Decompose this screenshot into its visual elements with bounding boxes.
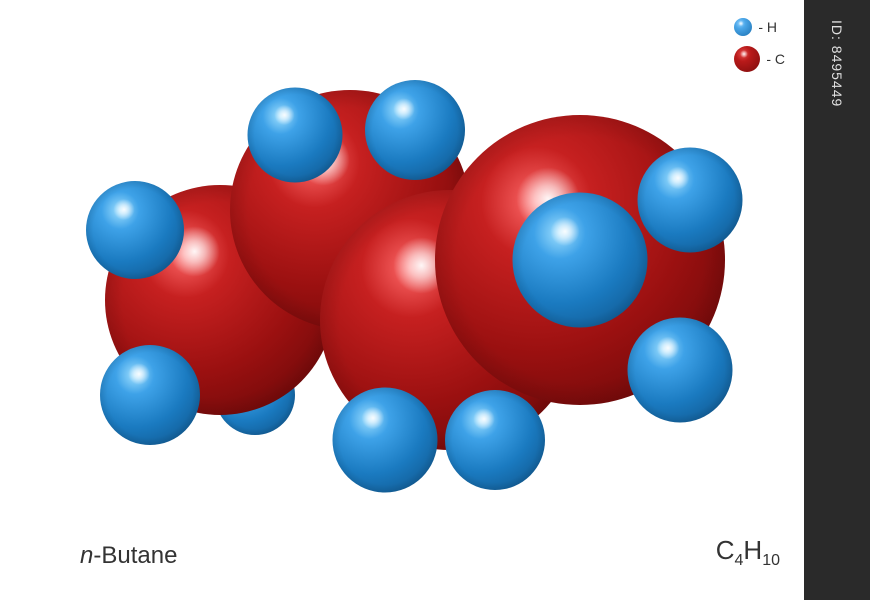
legend-sphere-icon bbox=[734, 46, 760, 72]
legend-label: - C bbox=[766, 51, 785, 67]
name-rest: -Butane bbox=[93, 542, 177, 569]
formula-h-sub: 10 bbox=[762, 552, 780, 569]
hydrogen-atom bbox=[445, 390, 545, 490]
molecular-formula: C4H10 bbox=[716, 535, 780, 570]
legend-label: - H bbox=[758, 19, 777, 35]
hydrogen-atom bbox=[628, 318, 733, 423]
hydrogen-atom bbox=[86, 181, 184, 279]
hydrogen-atom bbox=[333, 388, 438, 493]
hydrogen-atom bbox=[365, 80, 465, 180]
molecule-canvas bbox=[0, 0, 804, 600]
molecule-name: n-Butane bbox=[80, 542, 177, 570]
legend-row: - C bbox=[734, 46, 785, 72]
legend: - H - C bbox=[734, 18, 785, 82]
name-prefix: n bbox=[80, 542, 93, 569]
image-id: ID: 8495449 bbox=[829, 20, 845, 107]
watermark-sidebar: ID: 8495449 bbox=[804, 0, 870, 600]
formula-h: H bbox=[743, 535, 762, 565]
hydrogen-atom bbox=[248, 88, 343, 183]
hydrogen-atom bbox=[638, 148, 743, 253]
legend-sphere-icon bbox=[734, 18, 752, 36]
hydrogen-atom bbox=[513, 193, 648, 328]
legend-row: - H bbox=[734, 18, 785, 36]
formula-c: C bbox=[716, 535, 735, 565]
hydrogen-atom bbox=[100, 345, 200, 445]
